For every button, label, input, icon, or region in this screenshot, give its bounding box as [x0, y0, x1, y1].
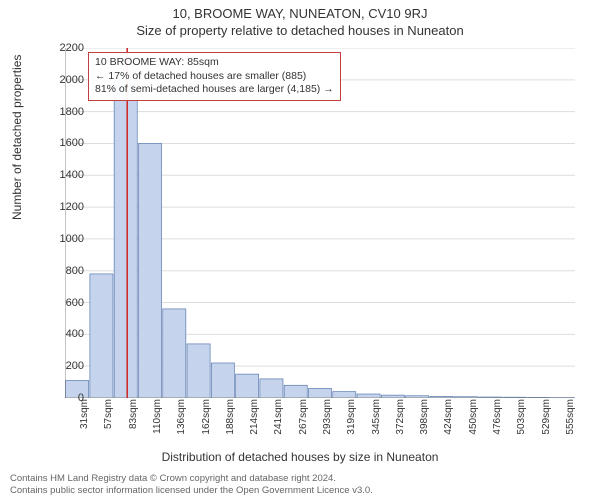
histogram-bar [236, 374, 259, 398]
histogram-bar [211, 363, 234, 398]
address-title: 10, BROOME WAY, NUNEATON, CV10 9RJ [0, 0, 600, 21]
y-tick: 800 [66, 265, 84, 277]
y-tick: 1400 [60, 169, 84, 181]
annotation-line2: ← 17% of detached houses are smaller (88… [95, 70, 334, 84]
annotation-line3: 81% of semi-detached houses are larger (… [95, 83, 334, 97]
y-tick: 1800 [60, 106, 84, 118]
x-tick: 555sqm [565, 399, 576, 444]
subtitle: Size of property relative to detached ho… [0, 21, 600, 42]
footer-line1: Contains HM Land Registry data © Crown c… [10, 473, 373, 484]
histogram-bar [308, 388, 331, 398]
x-tick: 83sqm [128, 399, 139, 444]
histogram-bar [260, 379, 283, 398]
histogram-bar [90, 274, 113, 398]
annotation-line1: 10 BROOME WAY: 85sqm [95, 56, 334, 70]
x-tick: 267sqm [298, 399, 309, 444]
y-tick: 1200 [60, 201, 84, 213]
x-tick: 162sqm [201, 399, 212, 444]
x-tick: 372sqm [395, 399, 406, 444]
y-tick: 2000 [60, 74, 84, 86]
y-tick: 1000 [60, 233, 84, 245]
x-tick: 476sqm [492, 399, 503, 444]
histogram-bar [333, 392, 356, 398]
histogram-bar [138, 143, 161, 398]
histogram-bar [187, 344, 210, 398]
x-axis-label: Distribution of detached houses by size … [0, 450, 600, 464]
histogram-bar [163, 309, 186, 398]
x-tick: 241sqm [273, 399, 284, 444]
y-axis-label: Number of detached properties [10, 55, 24, 220]
x-tick: 424sqm [443, 399, 454, 444]
y-tick: 400 [66, 328, 84, 340]
x-tick: 503sqm [516, 399, 527, 444]
footer-attribution: Contains HM Land Registry data © Crown c… [10, 473, 373, 496]
y-tick: 200 [66, 360, 84, 372]
x-tick: 31sqm [79, 399, 90, 444]
x-tick: 57sqm [103, 399, 114, 444]
chart-container: 10, BROOME WAY, NUNEATON, CV10 9RJ Size … [0, 0, 600, 500]
x-tick: 214sqm [249, 399, 260, 444]
x-tick: 110sqm [152, 399, 163, 444]
y-tick: 2200 [60, 42, 84, 54]
x-tick: 319sqm [346, 399, 357, 444]
x-tick: 529sqm [541, 399, 552, 444]
histogram-bar [284, 385, 307, 398]
x-tick: 188sqm [225, 399, 236, 444]
y-tick: 600 [66, 297, 84, 309]
histogram-bar [357, 394, 380, 398]
y-tick: 1600 [60, 137, 84, 149]
x-tick: 345sqm [371, 399, 382, 444]
x-tick: 136sqm [176, 399, 187, 444]
x-tick: 293sqm [322, 399, 333, 444]
footer-line2: Contains public sector information licen… [10, 485, 373, 496]
histogram-bar [114, 80, 137, 398]
annotation-box: 10 BROOME WAY: 85sqm ← 17% of detached h… [88, 52, 341, 101]
x-tick: 450sqm [468, 399, 479, 444]
x-tick: 398sqm [419, 399, 430, 444]
